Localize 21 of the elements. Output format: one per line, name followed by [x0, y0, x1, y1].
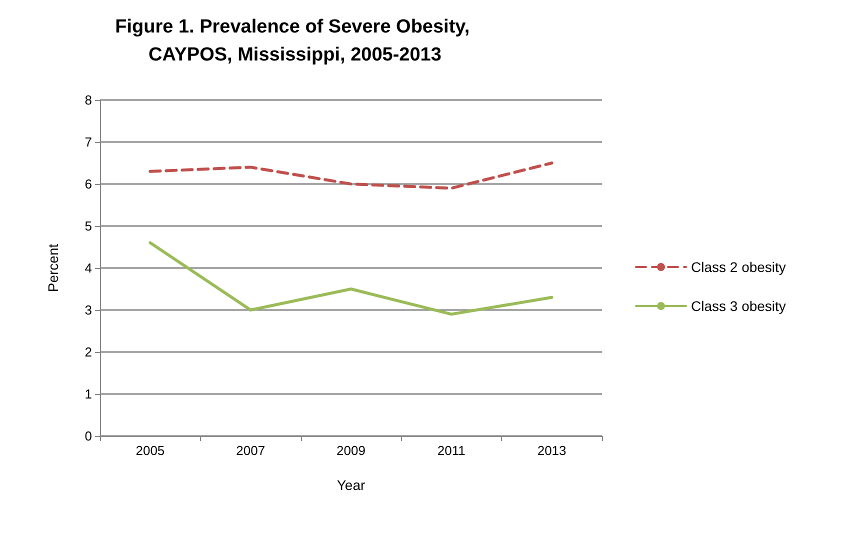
y-tick-label: 3 — [84, 302, 92, 318]
x-tick-label: 2007 — [236, 443, 266, 458]
legend-label: Class 2 obesity — [691, 259, 786, 275]
line-series — [148, 162, 554, 190]
x-tick-label: 2009 — [336, 443, 366, 458]
y-axis-title: Percent — [45, 244, 61, 292]
y-tick-label: 1 — [84, 386, 92, 402]
y-tick-label: 6 — [84, 176, 92, 192]
y-tick-label: 5 — [84, 218, 92, 234]
x-tick-label: 2011 — [437, 443, 466, 458]
y-tick-label: 2 — [84, 344, 92, 360]
y-tick-label: 7 — [84, 134, 92, 150]
legend-label: Class 3 obesity — [691, 298, 786, 314]
y-tick-label: 8 — [84, 92, 92, 108]
line-series — [148, 241, 554, 316]
x-axis-title: Year — [336, 477, 366, 493]
x-tick-label: 2005 — [136, 443, 165, 458]
x-tick-label: 2013 — [537, 443, 566, 458]
chart-title: Figure 1. Prevalence of Severe Obesity, CAYPOS, Mississippi, 2005-2013 — [115, 16, 475, 66]
y-tick-label: 4 — [84, 260, 92, 276]
y-tick-label: 0 — [84, 428, 92, 444]
